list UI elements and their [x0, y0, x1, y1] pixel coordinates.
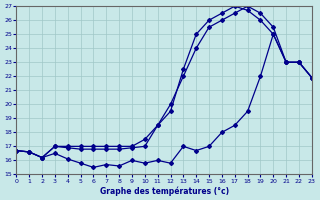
X-axis label: Graphe des températures (°c): Graphe des températures (°c) — [100, 186, 229, 196]
